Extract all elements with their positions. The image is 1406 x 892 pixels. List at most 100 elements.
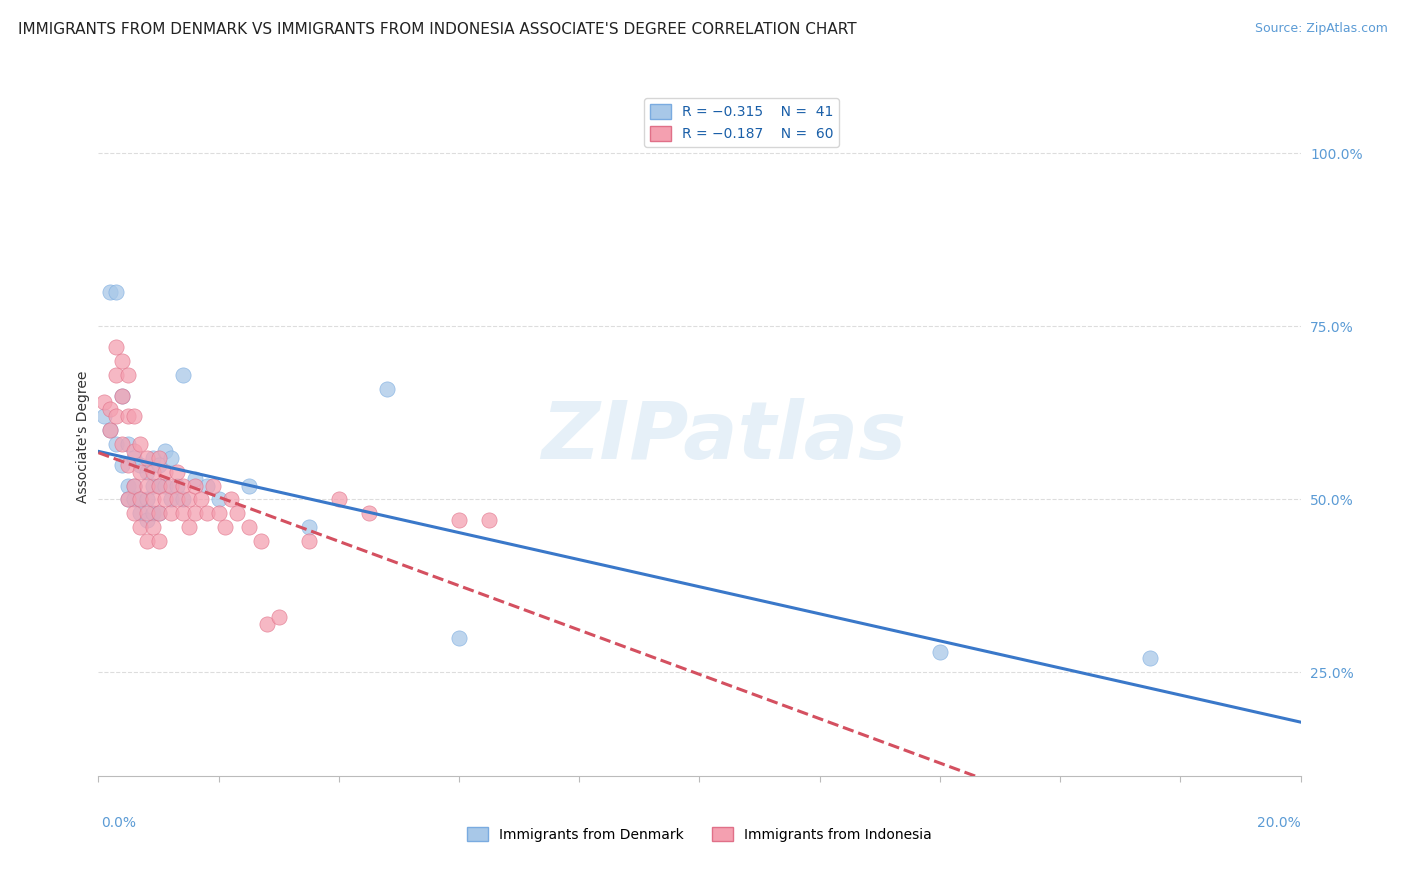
Point xyxy=(298,533,321,548)
Point xyxy=(225,506,247,520)
Point xyxy=(208,492,231,507)
Point xyxy=(238,520,260,534)
Point xyxy=(249,533,271,548)
Point xyxy=(195,506,218,520)
Point xyxy=(129,520,152,534)
Point xyxy=(100,423,122,437)
Text: ZIPatlas: ZIPatlas xyxy=(541,398,905,476)
Point xyxy=(129,492,152,507)
Point xyxy=(148,506,170,520)
Point xyxy=(256,616,278,631)
Point xyxy=(166,465,188,479)
Point xyxy=(124,409,146,424)
Point xyxy=(93,409,115,424)
Point xyxy=(135,492,157,507)
Point xyxy=(148,450,170,465)
Point xyxy=(478,513,501,527)
Point xyxy=(135,450,157,465)
Point xyxy=(177,520,200,534)
Point xyxy=(117,437,139,451)
Point xyxy=(159,478,181,492)
Point xyxy=(153,444,176,458)
Point xyxy=(124,450,146,465)
Point xyxy=(124,478,146,492)
Point xyxy=(238,478,260,492)
Point xyxy=(111,388,134,402)
Point xyxy=(148,458,170,472)
Point xyxy=(177,492,200,507)
Point xyxy=(111,437,134,451)
Point xyxy=(929,644,952,658)
Point xyxy=(105,340,128,354)
Point xyxy=(135,506,157,520)
Point xyxy=(111,458,134,472)
Point xyxy=(208,506,231,520)
Point xyxy=(117,368,139,382)
Point xyxy=(129,437,152,451)
Point xyxy=(117,409,139,424)
Point xyxy=(190,492,212,507)
Point xyxy=(141,520,163,534)
Point xyxy=(153,492,176,507)
Point xyxy=(166,478,188,492)
Point xyxy=(117,492,139,507)
Point xyxy=(129,458,152,472)
Point xyxy=(117,458,139,472)
Point xyxy=(148,533,170,548)
Point xyxy=(93,395,115,409)
Point xyxy=(105,437,128,451)
Point xyxy=(214,520,236,534)
Point xyxy=(375,382,398,396)
Point xyxy=(141,492,163,507)
Point xyxy=(447,513,470,527)
Point xyxy=(129,465,152,479)
Point xyxy=(100,402,122,417)
Point xyxy=(117,492,139,507)
Point xyxy=(153,465,176,479)
Point xyxy=(183,472,205,486)
Point xyxy=(124,444,146,458)
Point xyxy=(195,478,218,492)
Point xyxy=(172,368,194,382)
Text: 0.0%: 0.0% xyxy=(101,816,136,830)
Point xyxy=(447,631,470,645)
Point xyxy=(148,506,170,520)
Point xyxy=(124,492,146,507)
Point xyxy=(153,478,176,492)
Point xyxy=(159,492,181,507)
Point xyxy=(201,478,224,492)
Point xyxy=(124,478,146,492)
Point xyxy=(141,478,163,492)
Point xyxy=(124,506,146,520)
Point xyxy=(159,506,181,520)
Y-axis label: Associate's Degree: Associate's Degree xyxy=(76,371,90,503)
Point xyxy=(129,506,152,520)
Point xyxy=(141,506,163,520)
Point xyxy=(105,285,128,299)
Point xyxy=(111,354,134,368)
Point xyxy=(100,423,122,437)
Point xyxy=(111,388,134,402)
Point xyxy=(135,513,157,527)
Point xyxy=(159,450,181,465)
Point xyxy=(141,450,163,465)
Point xyxy=(183,478,205,492)
Text: Source: ZipAtlas.com: Source: ZipAtlas.com xyxy=(1254,22,1388,36)
Point xyxy=(148,478,170,492)
Point xyxy=(357,506,380,520)
Point xyxy=(135,465,157,479)
Point xyxy=(148,478,170,492)
Point xyxy=(166,492,188,507)
Point xyxy=(267,610,290,624)
Legend: R = −0.315    N =  41, R = −0.187    N =  60: R = −0.315 N = 41, R = −0.187 N = 60 xyxy=(644,98,839,147)
Point xyxy=(172,506,194,520)
Point xyxy=(135,478,157,492)
Point xyxy=(135,533,157,548)
Point xyxy=(105,409,128,424)
Point xyxy=(219,492,242,507)
Point xyxy=(172,478,194,492)
Point xyxy=(298,520,321,534)
Point xyxy=(100,285,122,299)
Point xyxy=(172,492,194,507)
Text: IMMIGRANTS FROM DENMARK VS IMMIGRANTS FROM INDONESIA ASSOCIATE'S DEGREE CORRELAT: IMMIGRANTS FROM DENMARK VS IMMIGRANTS FR… xyxy=(18,22,856,37)
